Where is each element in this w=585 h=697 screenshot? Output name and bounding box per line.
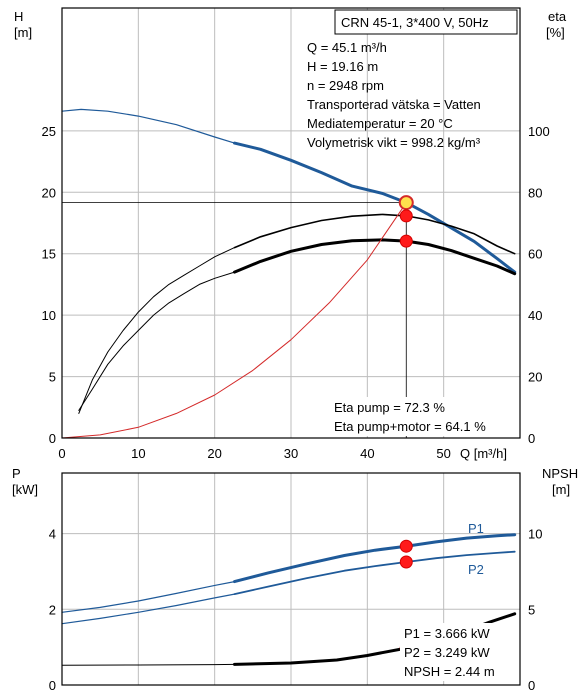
x-tick-label: 40 [360, 446, 374, 461]
y-right-tick-label: 0 [528, 678, 535, 693]
series-label-p2: P2 [468, 562, 484, 577]
power-info-box [400, 623, 516, 681]
top-chart-frame [61, 7, 521, 439]
info-line: Volymetrisk vikt = 998.2 kg/m³ [307, 135, 481, 150]
eta-total-annotation: Eta pump+motor = 64.1 % [334, 419, 486, 434]
curve-eta-total-thin [78, 271, 235, 411]
x-tick-label: 20 [207, 446, 221, 461]
curve-eta-pump-thin [78, 247, 235, 414]
top-chart-grid [61, 8, 520, 439]
y-right-tick-label: 5 [528, 602, 535, 617]
x-axis-label: Q [m³/h] [460, 446, 507, 461]
y-right-tick-label: 60 [528, 247, 542, 262]
title-box [334, 9, 518, 35]
curve-eta-pump-medium [233, 213, 516, 255]
duty-point-marker [399, 555, 413, 569]
p1-info: P1 = 3.666 kW [404, 626, 490, 641]
info-block: Q = 45.1 m³/h H = 19.16 m n = 2948 rpm T… [307, 40, 481, 150]
top-right-axis-unit: [%] [546, 25, 565, 40]
duty-point-marker [399, 234, 413, 248]
curve-npsh-thin [61, 663, 235, 666]
curve-p2-medium [233, 550, 516, 595]
y-left-tick-label: 0 [49, 678, 56, 693]
y-left-tick-label: 2 [49, 602, 56, 617]
curve-head-curve-thick [233, 141, 517, 274]
y-left-tick-label: 25 [42, 124, 56, 139]
duty-point-marker [399, 539, 413, 553]
curve-p1-thin [61, 580, 236, 613]
y-left-tick-label: 20 [42, 185, 56, 200]
x-tick-label: 30 [284, 446, 298, 461]
y-right-tick-label: 80 [528, 185, 542, 200]
series-label-p1: P1 [468, 521, 484, 536]
top-chart-ticks: 0 10 20 30 40 50 0 5 10 15 20 25 0 20 40 60 80 100 [42, 124, 550, 461]
x-tick-label: 50 [436, 446, 450, 461]
info-line: Q = 45.1 m³/h [307, 40, 387, 55]
y-right-tick-label: 10 [528, 527, 542, 542]
top-right-axis-label: eta [548, 9, 567, 24]
y-left-tick-label: 10 [42, 308, 56, 323]
eta-pump-annotation: Eta pump = 72.3 % [334, 400, 445, 415]
top-left-axis-label: H [14, 9, 23, 24]
y-left-tick-label: 4 [49, 527, 56, 542]
top-chart-markers [398, 195, 414, 248]
bottom-left-axis-unit: [kW] [12, 482, 38, 497]
eta-annotation-box [330, 397, 516, 436]
bottom-right-axis-label: NPSH [542, 466, 578, 481]
bottom-left-axis-label: P [12, 466, 21, 481]
y-right-tick-label: 0 [528, 431, 535, 446]
bottom-right-axis-unit: [m] [552, 482, 570, 497]
y-right-tick-label: 100 [528, 124, 550, 139]
bottom-chart-frame [61, 472, 521, 686]
chart-title: CRN 45-1, 3*400 V, 50Hz [341, 15, 489, 30]
curve-p1-thick [233, 533, 517, 584]
info-line: Mediatemperatur = 20 °C [307, 116, 453, 131]
info-line: n = 2948 rpm [307, 78, 384, 93]
x-tick-label: 0 [58, 446, 65, 461]
y-left-tick-label: 5 [49, 370, 56, 385]
y-left-tick-label: 0 [49, 431, 56, 446]
top-left-axis-unit: [m] [14, 25, 32, 40]
operating-point-marker [398, 195, 414, 211]
x-tick-label: 10 [131, 446, 145, 461]
bottom-chart-ticks: 0 2 4 0 5 10 [49, 527, 543, 693]
npsh-info: NPSH = 2.44 m [404, 664, 495, 679]
y-left-tick-label: 15 [42, 247, 56, 262]
curve-p2-thin [61, 593, 236, 625]
y-right-tick-label: 20 [528, 370, 542, 385]
info-line: Transporterad vätska = Vatten [307, 97, 481, 112]
p2-info: P2 = 3.249 kW [404, 645, 490, 660]
info-line: H = 19.16 m [307, 59, 378, 74]
curve-head-curve-thin [61, 108, 236, 144]
duty-point-marker [399, 209, 413, 223]
top-chart-curves [61, 108, 517, 439]
y-right-tick-label: 40 [528, 308, 542, 323]
curve-eta-total-thick [233, 238, 517, 276]
curve-system-curve [61, 202, 407, 439]
